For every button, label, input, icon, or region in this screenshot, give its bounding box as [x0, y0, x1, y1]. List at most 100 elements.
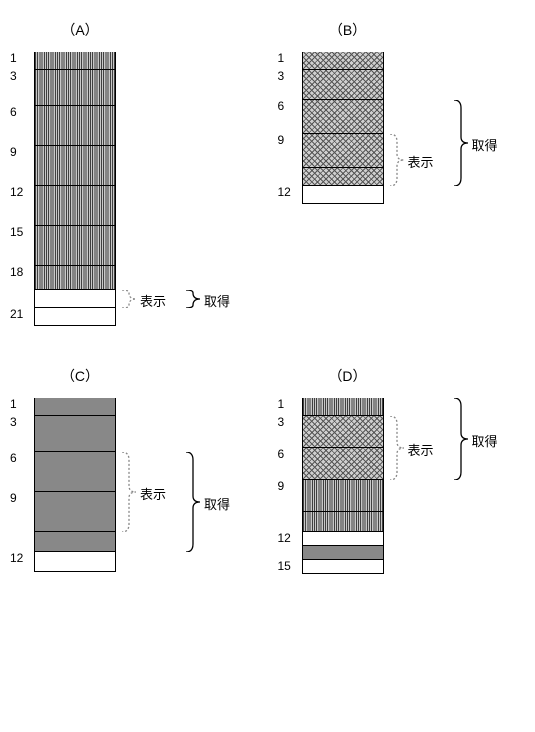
brace-display [390, 416, 404, 480]
brace-label-acquire: 取得 [204, 494, 230, 513]
row-number: 6 [10, 452, 32, 464]
stack-row [302, 52, 526, 70]
cell [302, 560, 384, 574]
cell [34, 532, 116, 552]
stack-row [302, 100, 526, 134]
stack-row [34, 146, 258, 186]
cell [34, 416, 116, 452]
stack-row [34, 398, 258, 416]
cell [34, 492, 116, 532]
cell [302, 448, 384, 480]
cell [302, 512, 384, 532]
row-number: 15 [10, 226, 32, 238]
brace-label-acquire: 取得 [204, 291, 230, 310]
row-number: 12 [10, 186, 32, 198]
stack-row [34, 106, 258, 146]
row-number: 1 [10, 52, 32, 64]
cell [302, 70, 384, 100]
panel-title: （C） [10, 366, 150, 386]
brace-label-acquire: 取得 [472, 135, 498, 154]
cell [302, 416, 384, 448]
row-number: 3 [10, 70, 32, 82]
stack-row [302, 512, 526, 532]
stack: 136912151821表示取得 [34, 52, 258, 326]
brace-display [122, 452, 136, 532]
brace-display [390, 134, 404, 186]
row-number: 18 [10, 266, 32, 278]
stack-row [34, 416, 258, 452]
stack-row [34, 226, 258, 266]
cell [34, 226, 116, 266]
cell [34, 308, 116, 326]
stack: 136912表示取得 [34, 398, 258, 572]
stack-row [34, 266, 258, 290]
cell [34, 266, 116, 290]
row-number: 12 [10, 552, 32, 564]
cell [34, 52, 116, 70]
stack: 136912表示取得 [302, 52, 526, 204]
brace-label-display: 表示 [408, 440, 434, 459]
stack-row [302, 532, 526, 546]
cell [34, 186, 116, 226]
stack-row [34, 186, 258, 226]
cell [302, 186, 384, 204]
cell [34, 106, 116, 146]
stack-row [302, 70, 526, 100]
row-number: 6 [10, 106, 32, 118]
cell [34, 146, 116, 186]
stack-row [34, 70, 258, 106]
stack-row [302, 398, 526, 416]
cell [34, 398, 116, 416]
cell [34, 290, 116, 308]
stack-row [302, 546, 526, 560]
stack-row [34, 52, 258, 70]
brace-label-display: 表示 [140, 291, 166, 310]
cell [302, 398, 384, 416]
cell [34, 552, 116, 572]
row-number: 1 [278, 52, 300, 64]
row-number: 6 [278, 100, 300, 112]
row-number: 9 [10, 492, 32, 504]
cell [302, 52, 384, 70]
cell [302, 134, 384, 168]
brace-acquire [186, 290, 200, 308]
row-number: 9 [278, 480, 300, 492]
panel-title: （A） [10, 20, 150, 40]
stack-row [34, 532, 258, 552]
brace-label-display: 表示 [140, 484, 166, 503]
cell [302, 546, 384, 560]
stack-row [34, 552, 258, 572]
stack-row [34, 308, 258, 326]
panel-title: （D） [278, 366, 418, 386]
cell [302, 168, 384, 186]
panel-b: （B）136912表示取得 [278, 20, 526, 326]
row-number: 21 [10, 308, 32, 320]
row-number: 15 [278, 560, 300, 572]
cell [34, 452, 116, 492]
stack-row [302, 480, 526, 512]
cell [34, 70, 116, 106]
row-number: 1 [10, 398, 32, 410]
row-number: 3 [10, 416, 32, 428]
stack-row [302, 560, 526, 574]
row-number: 9 [10, 146, 32, 158]
brace-label-acquire: 取得 [472, 431, 498, 450]
cell [302, 480, 384, 512]
row-number: 12 [278, 186, 300, 198]
row-number: 3 [278, 416, 300, 428]
brace-label-display: 表示 [408, 152, 434, 171]
cell [302, 100, 384, 134]
row-number: 12 [278, 532, 300, 544]
stack: 13691215表示取得 [302, 398, 526, 574]
stack-row [302, 186, 526, 204]
row-number: 3 [278, 70, 300, 82]
brace-acquire [454, 398, 468, 480]
row-number: 1 [278, 398, 300, 410]
brace-display [122, 290, 136, 308]
cell [302, 532, 384, 546]
row-number: 9 [278, 134, 300, 146]
panel-d: （D） 1 3 6 9 12 15 表示 取得 [278, 366, 526, 574]
brace-acquire [186, 452, 200, 552]
brace-acquire [454, 100, 468, 186]
row-number: 6 [278, 448, 300, 460]
